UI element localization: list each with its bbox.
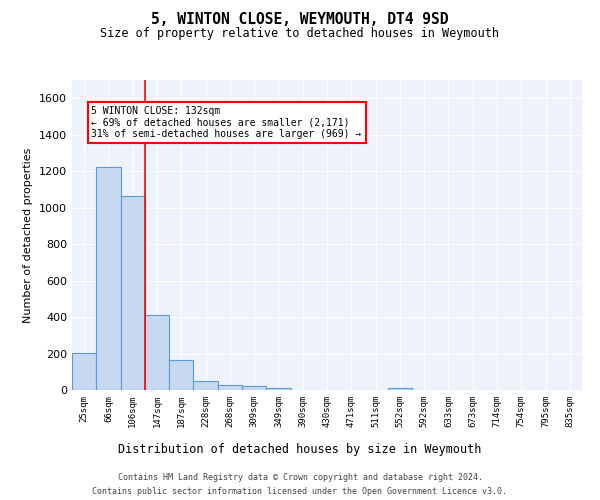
Bar [266,388,290,390]
Text: Size of property relative to detached houses in Weymouth: Size of property relative to detached ho… [101,28,499,40]
Text: Distribution of detached houses by size in Weymouth: Distribution of detached houses by size … [118,442,482,456]
Text: 5, WINTON CLOSE, WEYMOUTH, DT4 9SD: 5, WINTON CLOSE, WEYMOUTH, DT4 9SD [151,12,449,28]
Bar [145,315,169,390]
Text: 5 WINTON CLOSE: 132sqm
← 69% of detached houses are smaller (2,171)
31% of semi-: 5 WINTON CLOSE: 132sqm ← 69% of detached… [91,106,362,138]
Text: Contains public sector information licensed under the Open Government Licence v3: Contains public sector information licen… [92,488,508,496]
Bar [193,381,218,390]
Bar [96,166,121,390]
Bar [72,352,96,390]
Bar [242,386,266,390]
Bar [218,385,242,390]
Bar [388,388,412,390]
Text: Contains HM Land Registry data © Crown copyright and database right 2024.: Contains HM Land Registry data © Crown c… [118,472,482,482]
Bar [121,196,145,390]
Bar [169,360,193,390]
Y-axis label: Number of detached properties: Number of detached properties [23,148,34,322]
